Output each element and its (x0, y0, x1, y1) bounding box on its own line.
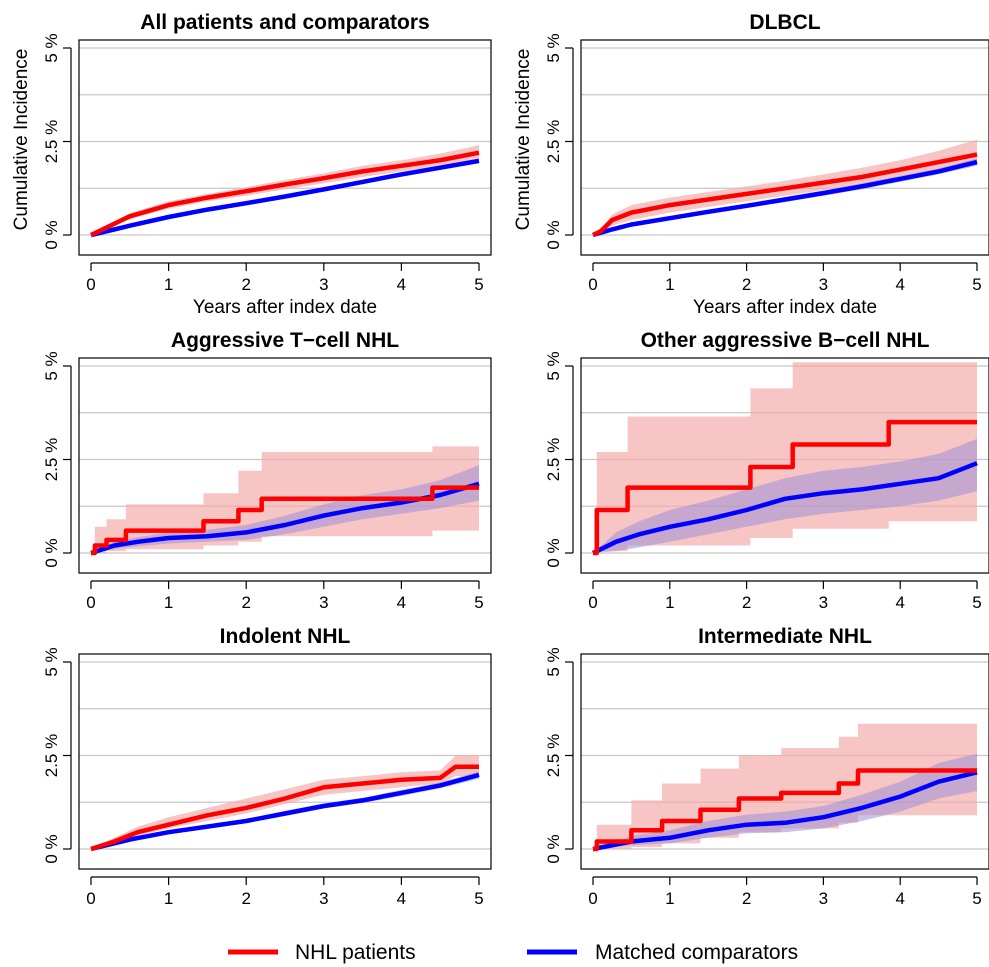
y-tick-label: 5 % (42, 647, 61, 676)
panel-4: Other aggressive B−cell NHL 0 1 2 3 4 5 0 % 2.5 … (544, 329, 989, 612)
legend-label: Matched comparators (595, 941, 798, 964)
x-axis-label: Years after index date (193, 297, 377, 318)
ci-band-nhl (593, 723, 977, 849)
panel-2: DLBCL 0 1 2 3 4 5 0 % 2.5 % 5 % Years after index … (513, 11, 989, 318)
x-tick-label: 4 (895, 593, 904, 612)
x-tick-label: 0 (86, 275, 95, 294)
y-tick-label: 2.5 % (42, 734, 61, 777)
series-line-comparators (90, 772, 480, 852)
x-tick-label: 4 (397, 593, 406, 612)
panel-6: Intermediate NHL 0 1 2 3 4 5 0 % 2.5 % 5 % (544, 625, 989, 908)
plot-frame (78, 357, 492, 574)
y-tick-label: 0 % (42, 538, 61, 567)
panel-1: All patients and comparators 0 1 2 3 4 5 0 % 2.5… (11, 11, 492, 318)
x-tick-label: 0 (588, 593, 597, 612)
y-axis-label: Cumulative Incidence (513, 49, 534, 231)
x-tick-label: 2 (742, 275, 751, 294)
panel-3: Aggressive T−cell NHL 0 1 2 3 4 5 0 % 2.5 % 5 % (42, 329, 492, 612)
plot-frame (580, 357, 989, 574)
x-tick-label: 2 (241, 889, 250, 908)
x-tick-label: 5 (474, 889, 483, 908)
y-tick-label: 0 % (42, 220, 61, 249)
y-tick-label: 5 % (42, 33, 61, 62)
series-line-comparators (90, 481, 480, 556)
y-tick-label: 5 % (544, 351, 563, 380)
y-tick-label: 2.5 % (42, 438, 61, 481)
y-tick-label: 0 % (544, 834, 563, 863)
x-tick-label: 5 (972, 889, 981, 908)
series-line-comparators (592, 770, 978, 852)
series-line-nhl (91, 485, 479, 556)
x-tick-label: 3 (819, 889, 828, 908)
x-tick-label: 0 (86, 889, 95, 908)
x-tick-label: 3 (819, 275, 828, 294)
panel-title: Intermediate NHL (698, 625, 872, 648)
x-tick-label: 2 (742, 889, 751, 908)
plot-frame (580, 39, 989, 256)
y-tick-label: 2.5 % (544, 438, 563, 481)
x-tick-label: 4 (895, 275, 904, 294)
plot-frame (78, 653, 492, 870)
x-tick-label: 3 (319, 889, 328, 908)
legend-item-comparators: Matched comparators (527, 941, 798, 964)
ci-band-nhl (91, 755, 479, 849)
legend-label: NHL patients (295, 941, 416, 964)
x-tick-label: 0 (86, 593, 95, 612)
plot-frame (580, 653, 989, 870)
y-tick-label: 0 % (42, 834, 61, 863)
x-tick-label: 5 (972, 593, 981, 612)
x-tick-label: 1 (665, 593, 674, 612)
series-line-nhl (90, 764, 479, 852)
legend-item-nhl: NHL patients (228, 941, 416, 964)
x-tick-label: 0 (588, 889, 597, 908)
y-tick-label: 5 % (42, 351, 61, 380)
x-tick-label: 1 (665, 275, 674, 294)
panel-title: Other aggressive B−cell NHL (641, 329, 930, 352)
x-tick-label: 2 (241, 593, 250, 612)
x-tick-label: 1 (164, 275, 173, 294)
y-axis-label: Cumulative Incidence (11, 49, 32, 231)
x-tick-label: 5 (972, 275, 981, 294)
series-line-comparators (90, 158, 480, 238)
panel-5: Indolent NHL 0 1 2 3 4 5 0 % 2.5 % 5 % (42, 625, 492, 908)
panel-title: Indolent NHL (220, 625, 351, 648)
y-tick-label: 2.5 % (544, 120, 563, 163)
x-tick-label: 0 (588, 275, 597, 294)
x-tick-label: 1 (164, 593, 173, 612)
y-tick-label: 5 % (544, 33, 563, 62)
x-tick-label: 1 (164, 889, 173, 908)
x-tick-label: 4 (895, 889, 904, 908)
y-tick-label: 5 % (544, 647, 563, 676)
x-tick-label: 2 (241, 275, 250, 294)
y-tick-label: 2.5 % (544, 734, 563, 777)
panel-title: Aggressive T−cell NHL (171, 329, 399, 352)
x-tick-label: 5 (474, 275, 483, 294)
x-tick-label: 4 (397, 889, 406, 908)
series-line-nhl (592, 152, 978, 238)
x-tick-label: 5 (474, 593, 483, 612)
x-tick-label: 3 (319, 593, 328, 612)
y-tick-label: 0 % (544, 220, 563, 249)
series-line-nhl (593, 768, 977, 852)
y-tick-label: 2.5 % (42, 120, 61, 163)
x-tick-label: 3 (819, 593, 828, 612)
x-axis-label: Years after index date (693, 297, 877, 318)
x-tick-label: 2 (742, 593, 751, 612)
series-line-comparators (592, 159, 978, 238)
series-line-nhl (90, 150, 480, 238)
series-line-comparators (592, 461, 978, 556)
legend: NHL patients Matched comparators (228, 941, 798, 964)
panel-title: DLBCL (749, 11, 820, 34)
plot-frame (78, 39, 492, 256)
series-line-nhl (593, 419, 977, 556)
x-tick-label: 1 (665, 889, 674, 908)
y-tick-label: 0 % (544, 538, 563, 567)
x-tick-label: 3 (319, 275, 328, 294)
panel-title: All patients and comparators (140, 11, 429, 34)
x-tick-label: 4 (397, 275, 406, 294)
